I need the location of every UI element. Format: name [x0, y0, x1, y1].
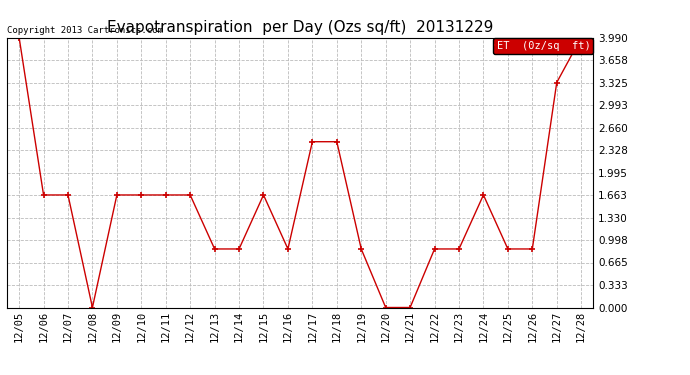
ET  (0z/sq  ft) — [137, 193, 146, 197]
ET  (0z/sq  ft) — [406, 305, 414, 310]
ET  (0z/sq  ft) — [210, 247, 219, 251]
ET  (0z/sq  ft) — [284, 247, 292, 251]
ET  (0z/sq  ft) — [235, 247, 243, 251]
ET  (0z/sq  ft) — [186, 193, 195, 197]
Text: Copyright 2013 Cartronics.com: Copyright 2013 Cartronics.com — [7, 26, 163, 35]
ET  (0z/sq  ft) — [382, 305, 390, 310]
ET  (0z/sq  ft) — [88, 305, 97, 310]
ET  (0z/sq  ft) — [480, 193, 488, 197]
ET  (0z/sq  ft) — [357, 247, 366, 251]
ET  (0z/sq  ft) — [577, 35, 585, 40]
ET  (0z/sq  ft) — [504, 247, 512, 251]
ET  (0z/sq  ft) — [112, 193, 121, 197]
ET  (0z/sq  ft) — [455, 247, 463, 251]
ET  (0z/sq  ft) — [553, 80, 561, 85]
ET  (0z/sq  ft) — [259, 193, 268, 197]
ET  (0z/sq  ft) — [308, 140, 317, 144]
ET  (0z/sq  ft) — [39, 193, 48, 197]
Line: ET  (0z/sq  ft): ET (0z/sq ft) — [16, 34, 584, 311]
ET  (0z/sq  ft) — [431, 247, 439, 251]
ET  (0z/sq  ft) — [333, 140, 341, 144]
ET  (0z/sq  ft) — [528, 247, 536, 251]
Title: Evapotranspiration  per Day (Ozs sq/ft)  20131229: Evapotranspiration per Day (Ozs sq/ft) 2… — [107, 20, 493, 35]
ET  (0z/sq  ft) — [64, 193, 72, 197]
Legend: ET  (0z/sq  ft): ET (0z/sq ft) — [493, 38, 593, 54]
ET  (0z/sq  ft) — [15, 35, 23, 40]
ET  (0z/sq  ft) — [161, 193, 170, 197]
